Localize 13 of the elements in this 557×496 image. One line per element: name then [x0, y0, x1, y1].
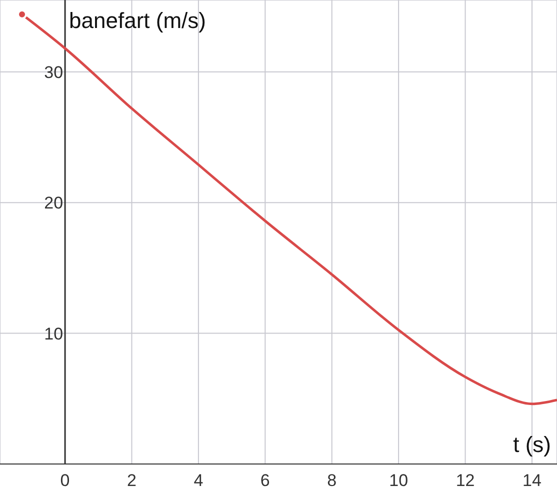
x-tick-label: 8: [327, 471, 337, 490]
x-tick-label: 2: [127, 471, 136, 490]
y-tick-label: 30: [44, 62, 64, 82]
x-tick-label: 12: [456, 471, 475, 490]
x-axis-title: t (s): [513, 432, 551, 458]
x-tick-label: 10: [389, 471, 408, 490]
x-tick-label: 14: [522, 471, 542, 490]
y-tick-label: 20: [44, 194, 64, 213]
x-tick-label: 4: [194, 471, 204, 490]
y-axis-title: banefart (m/s): [69, 8, 206, 34]
x-tick-label: 0: [60, 471, 70, 490]
x-tick-label: 6: [260, 471, 270, 490]
y-tick-label: 10: [44, 324, 64, 344]
